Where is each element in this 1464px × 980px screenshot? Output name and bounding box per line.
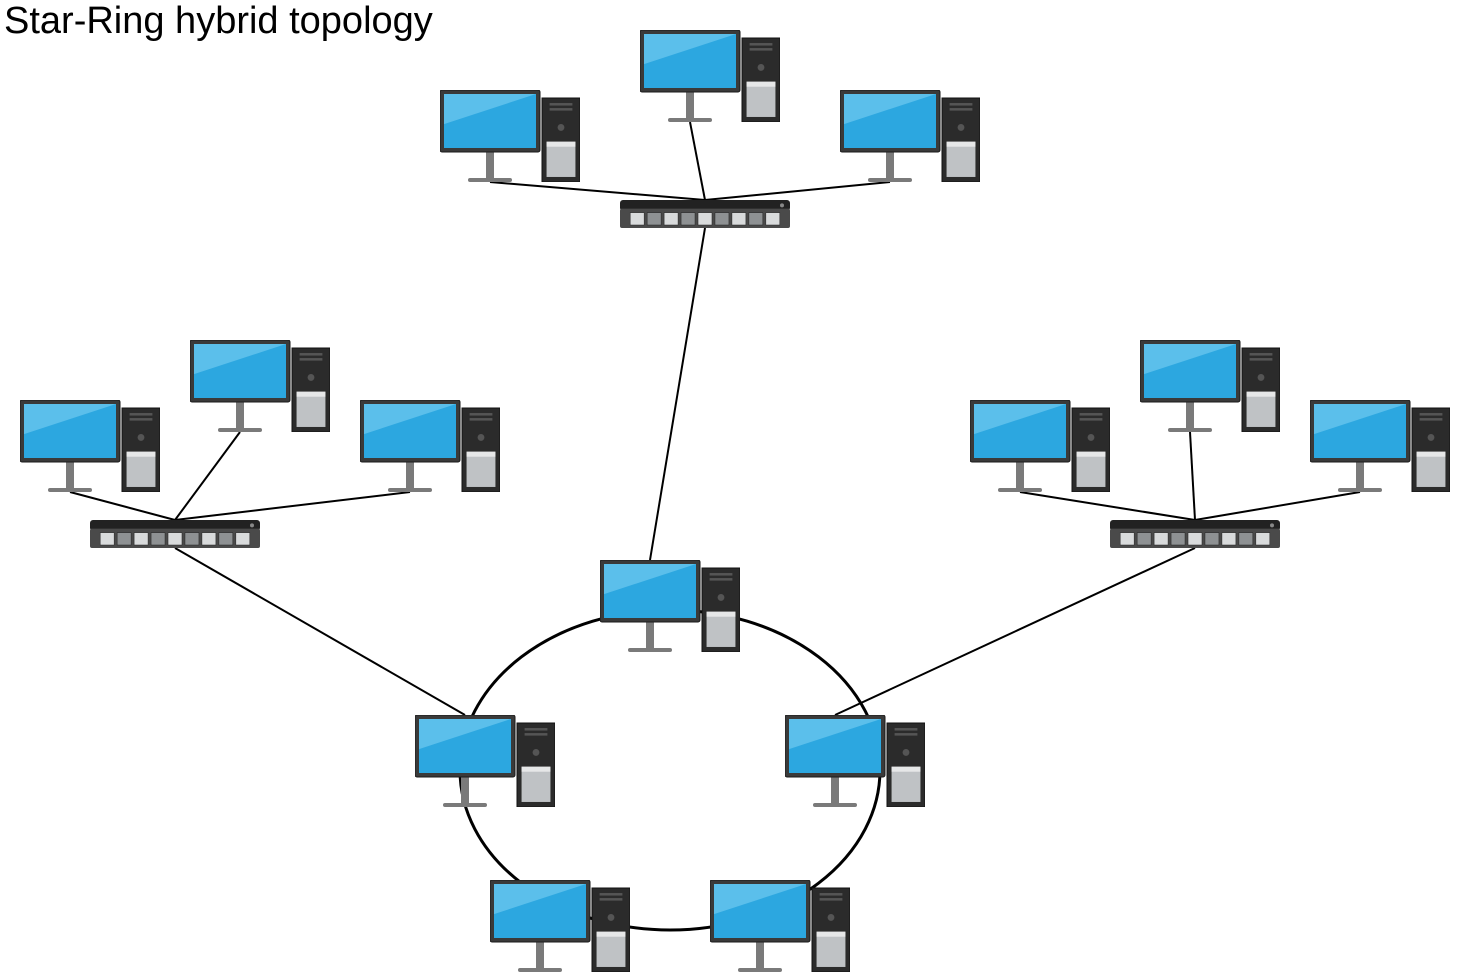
- switch-node: [1110, 520, 1280, 553]
- computer-node: [970, 400, 1110, 497]
- computer-node: [1140, 340, 1280, 437]
- computer-node: [600, 560, 740, 657]
- computer-node: [840, 90, 980, 187]
- computer-node: [190, 340, 330, 437]
- computer-node: [710, 880, 850, 977]
- switch-node: [90, 520, 260, 553]
- connection-lines-layer: [0, 0, 1464, 980]
- computer-node: [1310, 400, 1450, 497]
- computer-node: [490, 880, 630, 977]
- computer-node: [20, 400, 160, 497]
- computer-node: [440, 90, 580, 187]
- computer-node: [360, 400, 500, 497]
- switch-node: [620, 200, 790, 233]
- computer-node: [640, 30, 780, 127]
- computer-node: [785, 715, 925, 812]
- diagram-title: Star-Ring hybrid topology: [4, 0, 433, 43]
- computer-node: [415, 715, 555, 812]
